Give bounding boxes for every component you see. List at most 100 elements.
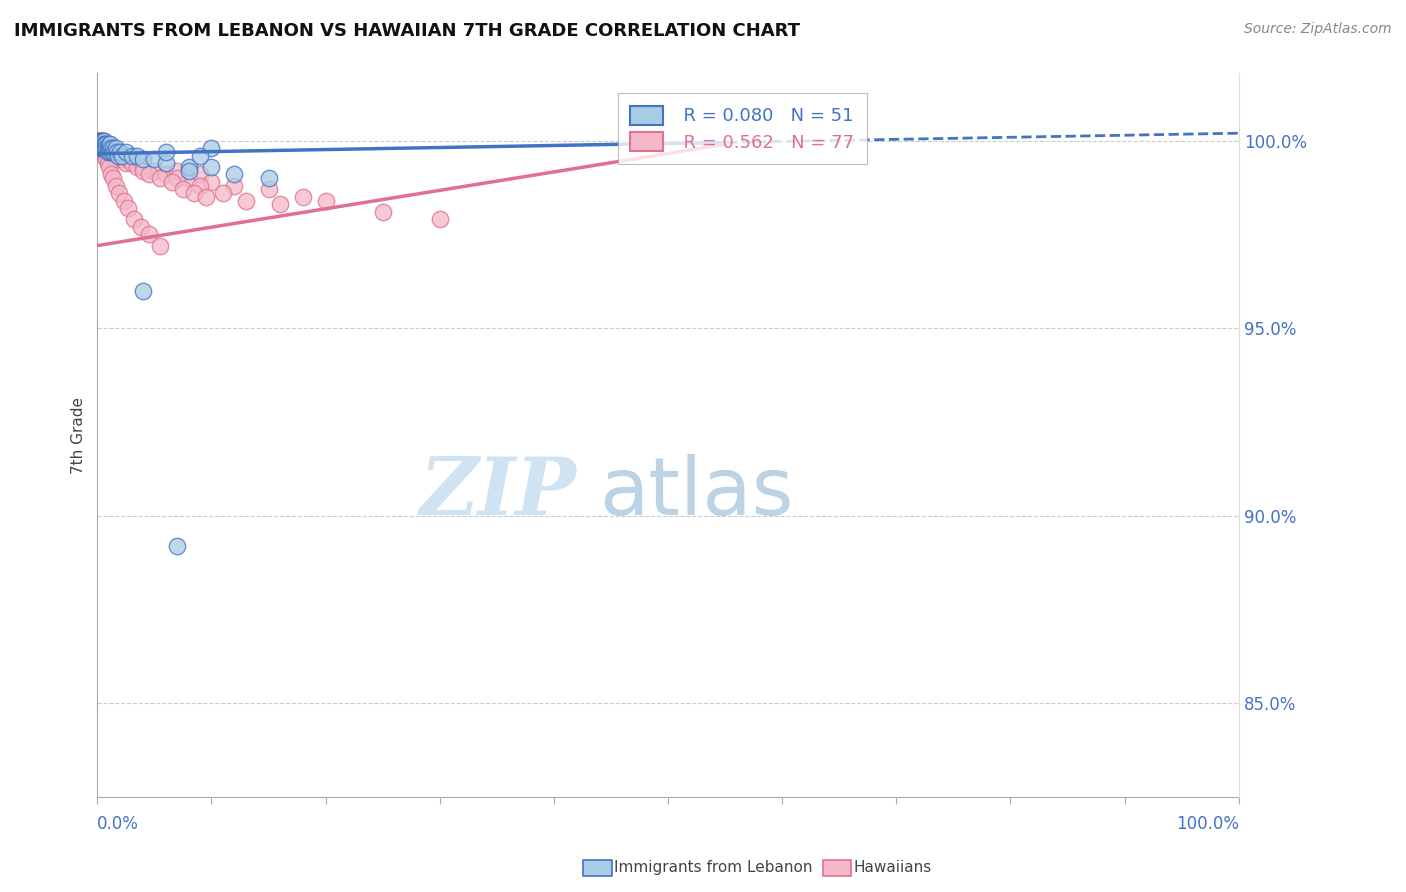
Point: [96, 141, 118, 155]
Point: [90, 137, 112, 152]
Point: [91, 137, 114, 152]
Point: [371, 204, 394, 219]
Point: [103, 148, 125, 162]
Point: [90, 141, 112, 155]
Point: [104, 141, 127, 155]
Point: [118, 153, 141, 167]
Point: [91, 137, 114, 152]
Point: [87, 137, 110, 152]
Point: [90, 134, 112, 148]
Point: [138, 227, 160, 242]
Point: [105, 153, 128, 167]
Point: [200, 160, 222, 174]
Point: [200, 141, 222, 155]
Point: [90, 137, 112, 152]
Point: [97, 148, 120, 162]
Text: Immigrants from Lebanon: Immigrants from Lebanon: [614, 861, 813, 875]
Point: [155, 167, 177, 181]
Point: [183, 186, 205, 200]
Point: [89, 137, 111, 152]
Point: [111, 148, 134, 162]
Point: [188, 178, 211, 193]
Point: [100, 145, 122, 159]
Point: [143, 163, 166, 178]
Point: [94, 145, 117, 159]
Point: [91, 134, 114, 148]
Y-axis label: 7th Grade: 7th Grade: [72, 397, 86, 474]
Point: [103, 141, 125, 155]
Point: [108, 186, 131, 200]
Point: [89, 134, 111, 148]
Point: [166, 171, 188, 186]
Point: [90, 137, 112, 152]
Text: Hawaiians: Hawaiians: [853, 861, 932, 875]
Point: [200, 175, 222, 189]
Point: [108, 153, 131, 167]
Point: [93, 134, 115, 148]
Point: [90, 141, 112, 155]
Point: [160, 175, 183, 189]
Point: [107, 148, 129, 162]
Text: Source: ZipAtlas.com: Source: ZipAtlas.com: [1244, 22, 1392, 37]
Point: [101, 145, 124, 159]
Point: [188, 167, 211, 181]
Point: [97, 141, 120, 155]
Point: [90, 134, 112, 148]
Point: [97, 137, 120, 152]
Text: 100.0%: 100.0%: [1175, 815, 1239, 833]
Point: [121, 156, 143, 170]
Point: [96, 141, 118, 155]
Point: [96, 153, 118, 167]
Point: [117, 201, 139, 215]
Point: [235, 194, 257, 208]
Point: [90, 141, 112, 155]
Text: atlas: atlas: [599, 454, 794, 532]
Point: [108, 145, 131, 159]
Point: [97, 160, 120, 174]
Point: [87, 137, 110, 152]
Point: [155, 145, 177, 159]
Point: [132, 160, 155, 174]
Point: [212, 186, 235, 200]
Point: [149, 238, 172, 252]
Point: [98, 137, 121, 152]
Point: [100, 141, 122, 155]
Point: [166, 539, 188, 553]
Point: [91, 145, 114, 159]
Point: [100, 167, 122, 181]
Point: [177, 160, 200, 174]
Point: [94, 137, 117, 152]
Point: [90, 134, 112, 148]
Point: [269, 197, 291, 211]
Point: [121, 148, 143, 162]
Point: [90, 137, 112, 152]
Point: [97, 156, 120, 170]
Point: [166, 163, 188, 178]
Point: [115, 145, 138, 159]
Legend:   R = 0.080   N = 51,   R = 0.562   N = 77: R = 0.080 N = 51, R = 0.562 N = 77: [617, 93, 866, 164]
Point: [132, 284, 155, 298]
Point: [96, 137, 118, 152]
Point: [224, 167, 246, 181]
Point: [177, 163, 200, 178]
Point: [291, 190, 314, 204]
Point: [194, 190, 217, 204]
Point: [132, 163, 155, 178]
Point: [89, 134, 111, 148]
Point: [429, 212, 451, 227]
Point: [87, 134, 110, 148]
Point: [315, 194, 337, 208]
Point: [93, 137, 115, 152]
Point: [93, 145, 115, 159]
Point: [89, 141, 111, 155]
Point: [127, 148, 149, 162]
Point: [122, 212, 145, 227]
Point: [177, 171, 200, 186]
Text: IMMIGRANTS FROM LEBANON VS HAWAIIAN 7TH GRADE CORRELATION CHART: IMMIGRANTS FROM LEBANON VS HAWAIIAN 7TH …: [14, 22, 800, 40]
Point: [97, 145, 120, 159]
Point: [224, 178, 246, 193]
Point: [107, 148, 129, 162]
Point: [104, 178, 127, 193]
Point: [172, 182, 194, 196]
Point: [94, 137, 117, 152]
